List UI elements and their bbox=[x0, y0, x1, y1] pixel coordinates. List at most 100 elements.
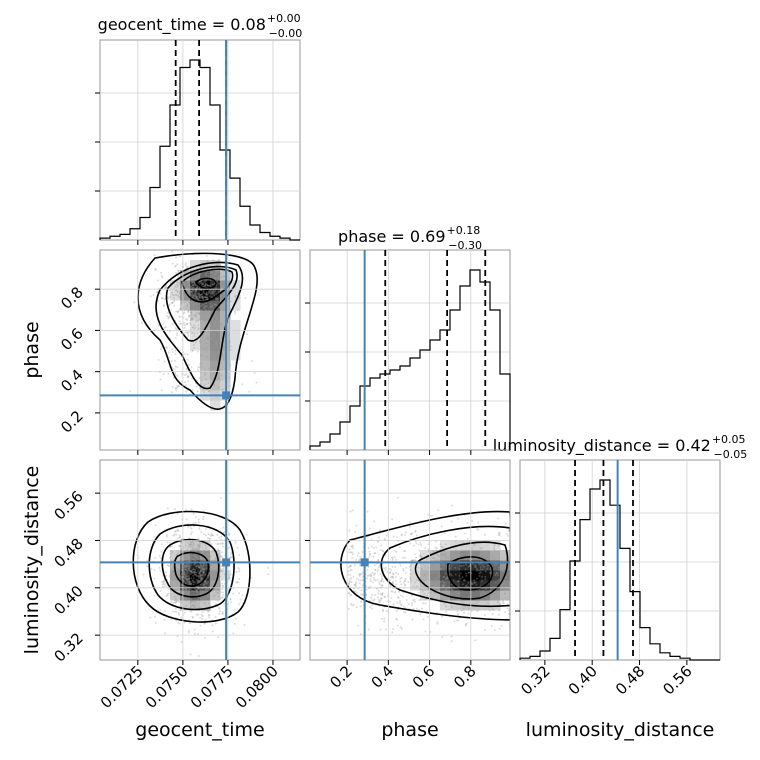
sample-point bbox=[349, 564, 352, 567]
sample-point bbox=[183, 295, 186, 298]
sample-point bbox=[475, 566, 478, 569]
sample-point bbox=[170, 291, 173, 294]
sample-point bbox=[359, 579, 362, 582]
sample-point bbox=[443, 575, 446, 578]
sample-point bbox=[418, 555, 421, 558]
sample-point bbox=[392, 535, 395, 538]
sample-point bbox=[244, 296, 247, 299]
sample-point bbox=[380, 580, 383, 583]
sample-point bbox=[184, 283, 187, 286]
sample-point bbox=[473, 564, 476, 567]
sample-point bbox=[153, 615, 156, 618]
sample-point bbox=[199, 280, 202, 283]
sample-point bbox=[195, 589, 198, 592]
sample-point bbox=[187, 306, 190, 309]
sample-point bbox=[193, 570, 196, 573]
sample-point bbox=[208, 275, 211, 278]
sample-point bbox=[221, 286, 224, 289]
sample-point bbox=[390, 596, 393, 599]
sample-point bbox=[238, 296, 241, 299]
sample-point bbox=[365, 577, 368, 580]
sample-point bbox=[192, 294, 195, 297]
sample-point bbox=[370, 574, 373, 577]
sample-point bbox=[507, 529, 510, 532]
sample-point bbox=[209, 609, 212, 612]
sample-point bbox=[231, 556, 234, 559]
sample-point bbox=[220, 275, 223, 278]
tick-label-x: 0.40 bbox=[565, 662, 601, 698]
sample-point bbox=[190, 294, 193, 297]
sample-point bbox=[176, 281, 179, 284]
density-bin bbox=[190, 340, 201, 351]
sample-point bbox=[186, 266, 189, 269]
sample-point bbox=[390, 576, 393, 579]
sample-point bbox=[403, 550, 406, 553]
sample-point bbox=[218, 555, 221, 558]
sample-point bbox=[384, 595, 387, 598]
histogram-phase bbox=[309, 269, 511, 450]
sample-point bbox=[507, 612, 510, 615]
sample-point bbox=[228, 299, 231, 302]
sample-point bbox=[389, 585, 392, 588]
sample-point bbox=[211, 572, 214, 575]
sample-point bbox=[207, 613, 210, 616]
density-bin bbox=[200, 280, 211, 291]
sample-point bbox=[191, 294, 194, 297]
sample-point bbox=[201, 296, 204, 299]
sample-point bbox=[351, 545, 354, 548]
sample-point bbox=[372, 573, 375, 576]
sample-point bbox=[205, 291, 208, 294]
sample-point bbox=[187, 316, 190, 319]
sample-point bbox=[193, 548, 196, 551]
sample-point bbox=[373, 578, 376, 581]
sample-point bbox=[163, 585, 166, 588]
sample-point bbox=[255, 381, 258, 384]
sample-point bbox=[182, 296, 185, 299]
sample-point bbox=[442, 583, 445, 586]
sample-point bbox=[475, 569, 478, 572]
sample-point bbox=[442, 585, 445, 588]
sample-point bbox=[464, 623, 467, 626]
sample-point bbox=[156, 291, 159, 294]
sample-point bbox=[214, 321, 217, 324]
sample-point bbox=[384, 628, 387, 631]
sample-point bbox=[199, 574, 202, 577]
tick-label-x: 0.4 bbox=[368, 662, 398, 692]
sample-point bbox=[179, 536, 182, 539]
sample-point bbox=[202, 303, 205, 306]
sample-point bbox=[153, 569, 156, 572]
sample-point bbox=[380, 584, 383, 587]
sample-point bbox=[355, 524, 358, 527]
sample-point bbox=[382, 580, 385, 583]
sample-point bbox=[427, 550, 430, 553]
sample-point bbox=[198, 566, 201, 569]
sample-point bbox=[193, 324, 196, 327]
density-bin bbox=[190, 330, 201, 341]
sample-point bbox=[193, 601, 196, 604]
density-bin bbox=[450, 590, 461, 601]
sample-point bbox=[432, 556, 435, 559]
sample-point bbox=[446, 577, 449, 580]
sample-point bbox=[188, 303, 191, 306]
sample-point bbox=[191, 579, 194, 582]
density-bin bbox=[190, 590, 201, 601]
sample-point bbox=[192, 305, 195, 308]
sample-point bbox=[198, 588, 201, 591]
sample-point bbox=[198, 565, 201, 568]
sample-point bbox=[198, 306, 201, 309]
sample-point bbox=[197, 613, 200, 616]
sample-point bbox=[359, 633, 362, 636]
sample-point bbox=[204, 547, 207, 550]
sample-point bbox=[384, 569, 387, 572]
sample-point bbox=[354, 530, 357, 533]
sample-point bbox=[463, 558, 466, 561]
sample-point bbox=[229, 348, 232, 351]
sample-point bbox=[439, 543, 442, 546]
sample-point bbox=[216, 263, 219, 266]
sample-point bbox=[498, 531, 501, 534]
sample-point bbox=[219, 323, 222, 326]
sample-point bbox=[198, 572, 201, 575]
sample-point bbox=[438, 572, 441, 575]
sample-point bbox=[187, 631, 190, 634]
sample-point bbox=[190, 605, 193, 608]
